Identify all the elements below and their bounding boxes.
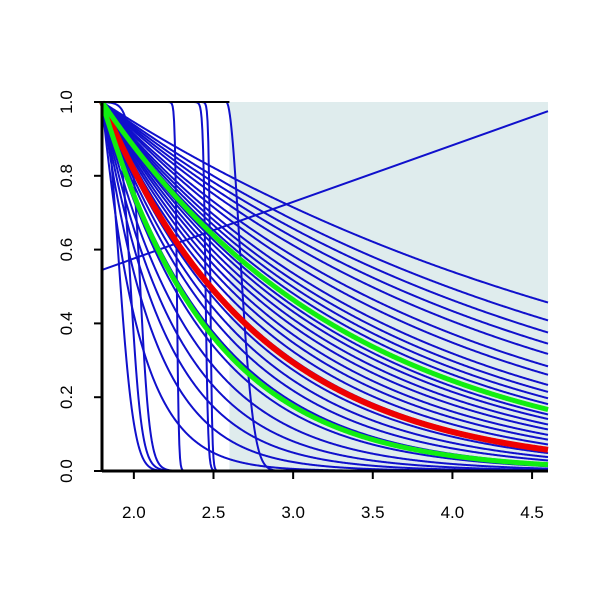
axes: 2.0 2.5 3.0 3.5 4.0 4.5 0.0 0.2 0.4 0.6 0.8 1.0 [57, 90, 548, 522]
blue-series-line-0 [101, 101, 549, 304]
blue-series-line-26 [101, 101, 549, 471]
blue-series-line-1 [101, 101, 549, 322]
x-tick-label-0: 2.0 [122, 503, 146, 522]
red-series-line-38 [99, 100, 551, 453]
y-tick-label-0: 0.0 [57, 459, 76, 483]
y-tick-label-3: 0.6 [57, 238, 76, 262]
x-tick-label-1: 2.5 [202, 503, 226, 522]
y-ticks: 0.0 0.2 0.4 0.6 0.8 1.0 [57, 90, 102, 483]
x-tick-label-3: 3.5 [361, 503, 385, 522]
x-tick-label-4: 4.0 [441, 503, 465, 522]
plot-area [99, 100, 551, 472]
x-tick-label-5: 4.5 [520, 503, 544, 522]
y-tick-label-4: 0.8 [57, 164, 76, 188]
green-series-line-39 [99, 100, 550, 412]
y-tick-label-5: 1.0 [57, 90, 76, 114]
green-series-line-40 [99, 101, 550, 468]
x-ticks: 2.0 2.5 3.0 3.5 4.0 4.5 [122, 471, 544, 522]
blue-series-line-3 [101, 101, 549, 345]
blue-series-line-2 [101, 101, 549, 334]
x-tick-label-2: 3.0 [281, 503, 305, 522]
y-tick-label-2: 0.4 [57, 312, 76, 336]
y-tick-label-1: 0.2 [57, 385, 76, 409]
